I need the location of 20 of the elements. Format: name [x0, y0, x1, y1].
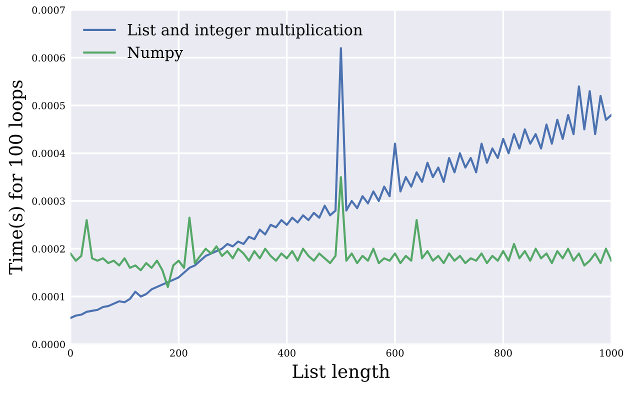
y-tick-label: 0.0001 — [32, 292, 64, 300]
legend-label: Numpy — [128, 46, 184, 62]
x-tick-label: 1000 — [600, 349, 624, 357]
y-tick-label: 0.0002 — [32, 245, 65, 253]
y-tick-label: 0.0004 — [32, 150, 66, 158]
x-tick-label: 200 — [170, 349, 188, 357]
x-tick-label: 0 — [68, 349, 73, 357]
x-tick-label: 800 — [494, 349, 512, 357]
x-tick-label: 400 — [278, 349, 296, 357]
line-series — [70, 47, 612, 320]
x-axis-title: List length — [292, 364, 390, 382]
y-tick-label: 0.0007 — [32, 6, 65, 14]
y-tick-label: 0.0006 — [32, 54, 65, 62]
x-tick-label: 600 — [386, 349, 404, 357]
y-tick-label: 0.0005 — [32, 102, 65, 110]
line-series — [70, 176, 612, 288]
legend-label: List and integer multiplication — [128, 24, 362, 39]
y-axis-title: Time(s) for 100 loops — [8, 80, 26, 275]
y-tick-label: 0.0003 — [32, 197, 65, 205]
y-tick-label: 0.0000 — [32, 340, 65, 348]
